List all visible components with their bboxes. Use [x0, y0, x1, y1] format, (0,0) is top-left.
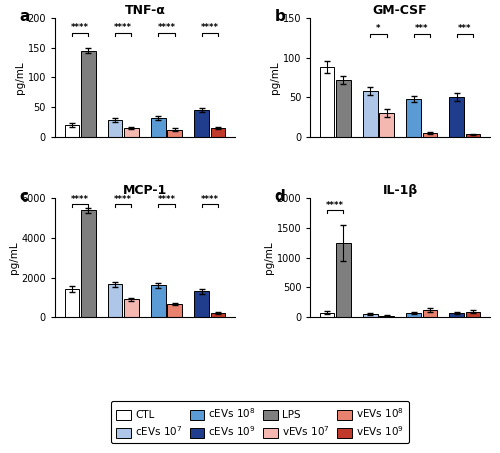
Bar [336, 243, 350, 317]
Text: *: * [376, 24, 381, 34]
Bar [194, 110, 209, 137]
Text: ****: **** [326, 201, 344, 210]
Bar [406, 313, 421, 317]
Bar [210, 313, 225, 317]
Bar [320, 67, 334, 137]
Bar [466, 135, 480, 137]
Bar [151, 285, 166, 317]
Bar [363, 314, 378, 317]
Text: ***: *** [458, 24, 471, 34]
Text: ****: **** [71, 24, 89, 32]
Y-axis label: pg/mL: pg/mL [270, 61, 280, 94]
Text: c: c [19, 189, 28, 204]
Bar [336, 80, 350, 137]
Title: GM-CSF: GM-CSF [373, 4, 428, 17]
Bar [320, 313, 334, 317]
Y-axis label: pg/mL: pg/mL [8, 241, 18, 274]
Bar [380, 316, 394, 317]
Bar [108, 284, 122, 317]
Bar [380, 113, 394, 137]
Bar [168, 130, 182, 137]
Text: ****: **** [158, 195, 176, 204]
Bar [466, 312, 480, 317]
Text: ****: **** [114, 195, 132, 204]
Bar [124, 128, 138, 137]
Title: TNF-α: TNF-α [124, 4, 166, 17]
Text: b: b [274, 9, 285, 24]
Bar [210, 128, 225, 137]
Bar [108, 120, 122, 137]
Text: ****: **** [200, 24, 218, 32]
Text: ****: **** [200, 195, 218, 204]
Title: MCP-1: MCP-1 [123, 184, 167, 198]
Bar [124, 299, 138, 317]
Title: IL-1β: IL-1β [382, 184, 418, 198]
Legend: CTL, cEVs 10$^7$, cEVs 10$^8$, cEVs 10$^9$, LPS, vEVs 10$^7$, vEVs 10$^8$, vEVs : CTL, cEVs 10$^7$, cEVs 10$^8$, cEVs 10$^… [111, 401, 409, 443]
Bar [168, 304, 182, 317]
Text: ****: **** [71, 195, 89, 204]
Text: ****: **** [114, 24, 132, 32]
Text: a: a [19, 9, 30, 24]
Text: ****: **** [158, 24, 176, 32]
Bar [64, 289, 79, 317]
Bar [406, 99, 421, 137]
Text: d: d [274, 189, 285, 204]
Bar [151, 118, 166, 137]
Y-axis label: pg/mL: pg/mL [264, 241, 274, 274]
Bar [64, 125, 79, 137]
Bar [422, 133, 437, 137]
Bar [81, 51, 96, 137]
Y-axis label: pg/mL: pg/mL [14, 61, 24, 94]
Bar [422, 310, 437, 317]
Bar [450, 313, 464, 317]
Bar [450, 97, 464, 137]
Text: ***: *** [415, 24, 428, 34]
Bar [363, 91, 378, 137]
Bar [194, 291, 209, 317]
Bar [81, 210, 96, 317]
